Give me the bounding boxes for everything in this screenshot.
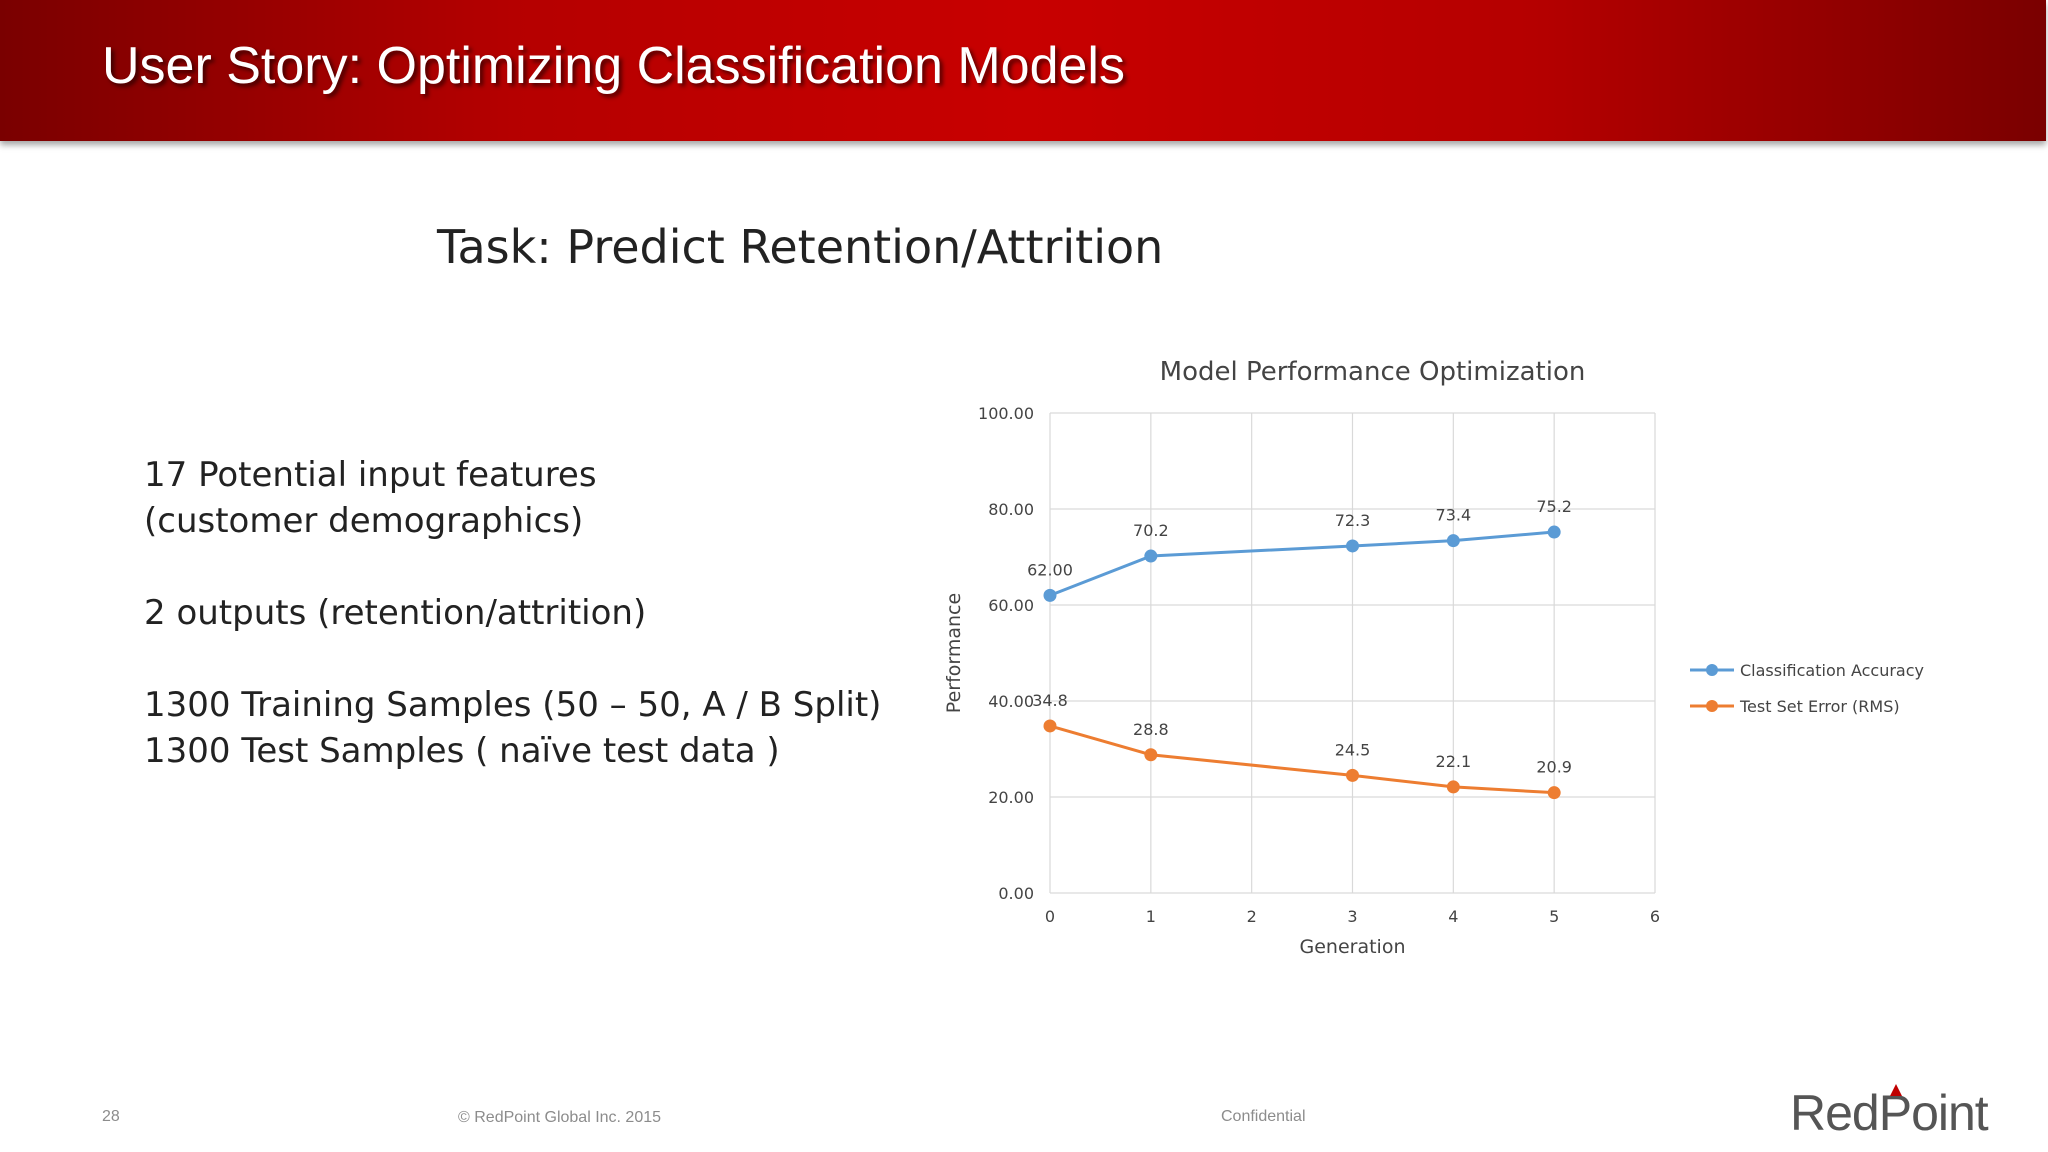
y-tick-label: 0.00 [998,884,1034,903]
legend-entry: Test Set Error (RMS) [1739,697,1900,716]
data-label: 73.4 [1436,506,1472,525]
x-tick-label: 3 [1347,907,1357,926]
data-label: 24.5 [1335,740,1371,759]
confidential-label: Confidential [1221,1108,1306,1125]
bullet-line: (customer demographics) [144,501,584,541]
title-banner: User Story: Optimizing Classification Mo… [0,0,2046,141]
y-tick-label: 100.00 [978,404,1034,423]
y-tick-label: 60.00 [988,596,1034,615]
legend-swatch-marker [1706,700,1718,712]
bullet-group-features: 17 Potential input features (customer de… [144,452,904,544]
redpoint-logo: RedPoint [1790,1085,1989,1141]
data-label: 70.2 [1133,521,1169,540]
series-line-1 [1049,724,1555,795]
data-point [1446,534,1460,548]
data-point [1144,748,1158,762]
x-tick-label: 4 [1448,907,1458,926]
x-tick-label: 5 [1549,907,1559,926]
performance-chart: Model Performance Optimization 0.00 20.00 4… [943,357,1924,958]
bullet-line: 17 Potential input features [144,455,597,495]
data-point [1346,768,1359,782]
legend-swatch-marker [1706,664,1718,676]
data-label: 20.9 [1536,758,1572,777]
logo-accent-icon [1890,1084,1902,1096]
y-axis-label: Performance [943,593,965,713]
bullet-line: 1300 Test Samples ( naïve test data ) [144,731,780,771]
data-point [1346,539,1359,553]
data-label: 28.8 [1133,720,1169,739]
data-point [1446,780,1460,794]
data-label: 34.8 [1032,691,1068,710]
x-tick-label: 1 [1146,907,1156,926]
bullet-group-outputs: 2 outputs (retention/attrition) [144,590,904,636]
chart-title: Model Performance Optimization [1160,357,1586,387]
data-label: 62.00 [1027,560,1073,579]
x-tick-label: 6 [1650,907,1660,926]
slide-title: User Story: Optimizing Classification Mo… [102,37,1125,95]
data-point [1043,588,1057,602]
data-point [1144,549,1158,563]
x-tick-label: 2 [1247,907,1257,926]
data-point [1547,525,1561,539]
bullet-list: 17 Potential input features (customer de… [144,452,904,820]
bullet-line: 1300 Training Samples (50 – 50, A / B Sp… [144,685,882,725]
task-heading: Task: Predict Retention/Attrition [437,220,1164,274]
page-number: 28 [102,1108,120,1125]
data-point [1547,786,1561,800]
series-line-0 [1049,530,1555,597]
bullet-group-samples: 1300 Training Samples (50 – 50, A / B Sp… [144,682,904,774]
data-label: 22.1 [1436,752,1472,771]
y-tick-label: 40.00 [988,692,1034,711]
data-label: 75.2 [1536,497,1572,516]
x-tick-label: 0 [1045,907,1055,926]
bullet-line: 2 outputs (retention/attrition) [144,593,647,633]
copyright-notice: © RedPoint Global Inc. 2015 [458,1109,662,1126]
y-tick-label: 20.00 [988,788,1034,807]
y-tick-label: 80.00 [988,500,1034,519]
data-point [1043,719,1057,733]
data-label: 72.3 [1335,511,1371,530]
legend-entry: Classification Accuracy [1740,661,1924,680]
x-axis-label: Generation [1300,936,1406,958]
